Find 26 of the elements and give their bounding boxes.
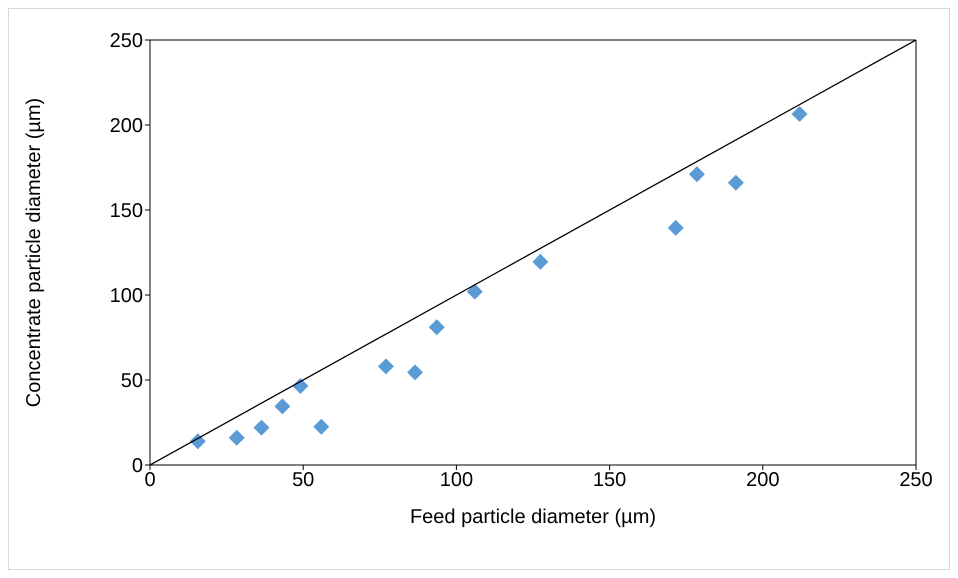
x-tick-label: 150: [592, 469, 626, 492]
point: [228, 430, 245, 446]
point: [428, 319, 445, 336]
y-tick-label: 50: [120, 370, 143, 392]
y-tick-label: 250: [110, 30, 143, 52]
y-tick-label: 200: [110, 115, 143, 138]
y-tick-label: 100: [110, 285, 143, 308]
x-axis-title: Feed particle diameter (µm): [410, 506, 656, 528]
x-tick-label: 50: [292, 469, 314, 492]
point: [728, 174, 744, 191]
y-tick-label: 0: [132, 455, 143, 478]
point: [688, 166, 705, 182]
x-tick-label: 250: [899, 469, 933, 492]
y-axis-title: Concentrate particle diameter (µm): [23, 98, 46, 408]
x-tick-label: 100: [440, 469, 474, 492]
point: [254, 420, 270, 436]
point: [668, 220, 684, 236]
point: [274, 398, 290, 414]
point: [466, 284, 483, 300]
point: [378, 358, 394, 374]
y-tick-label: 150: [110, 200, 143, 222]
point: [407, 364, 424, 380]
point: [792, 106, 808, 122]
x-tick-label: 200: [746, 469, 780, 492]
point: [532, 254, 548, 270]
point: [313, 418, 330, 435]
